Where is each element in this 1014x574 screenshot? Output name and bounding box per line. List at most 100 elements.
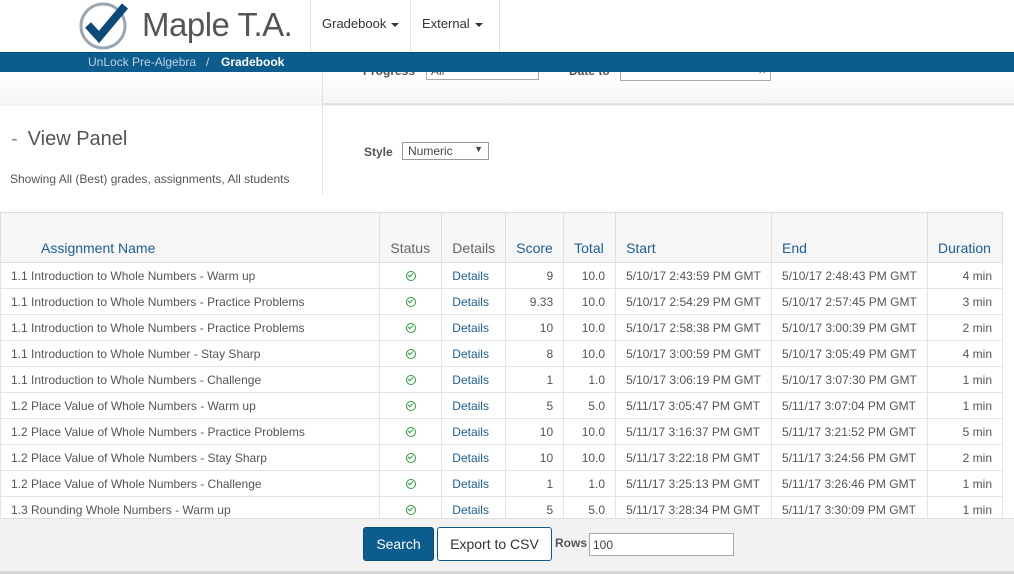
view-panel-title[interactable]: - View Panel (11, 128, 127, 151)
export-csv-button[interactable]: Export to CSV (437, 527, 552, 561)
cell-start: 5/10/17 2:58:38 PM GMT (615, 314, 773, 341)
cell-start: 5/11/17 3:22:18 PM GMT (615, 444, 773, 471)
table-row: 1.1 Introduction to Whole Numbers - Prac… (0, 288, 1003, 315)
cell-duration: 5 min (927, 418, 1003, 445)
collapse-toggle-icon[interactable]: - (11, 128, 18, 150)
col-end[interactable]: End (771, 212, 929, 263)
cell-start: 5/10/17 3:00:59 PM GMT (615, 340, 773, 367)
nav-external[interactable]: External (410, 0, 500, 52)
details-link[interactable]: Details (441, 392, 507, 419)
check-circle-icon (405, 349, 416, 360)
col-score[interactable]: Score (505, 212, 565, 263)
cell-total: 1.0 (563, 470, 617, 497)
cell-end: 5/11/17 3:24:56 PM GMT (771, 444, 929, 471)
col-duration[interactable]: Duration (927, 212, 1003, 263)
check-circle-icon (405, 323, 416, 334)
select-arrow-icon: ▼ (474, 144, 483, 154)
cell-assignment-name: 1.1 Introduction to Whole Number - Stay … (0, 340, 381, 367)
cell-score: 9 (505, 262, 565, 289)
check-circle-icon (405, 505, 416, 516)
check-circle-icon (405, 453, 416, 464)
details-link[interactable]: Details (441, 288, 507, 315)
cell-score: 10 (505, 314, 565, 341)
check-circle-icon (405, 297, 416, 308)
search-button[interactable]: Search (363, 527, 434, 561)
table-row: 1.1 Introduction to Whole Numbers - Warm… (0, 262, 1003, 289)
cell-score: 10 (505, 444, 565, 471)
table-body: 1.1 Introduction to Whole Numbers - Warm… (0, 262, 1003, 523)
cell-end: 5/10/17 2:48:43 PM GMT (771, 262, 929, 289)
cell-assignment-name: 1.1 Introduction to Whole Numbers - Prac… (0, 314, 381, 341)
cell-assignment-name: 1.2 Place Value of Whole Numbers - Warm … (0, 392, 381, 419)
cell-end: 5/10/17 3:05:49 PM GMT (771, 340, 929, 367)
col-total[interactable]: Total (563, 212, 617, 263)
cell-status (379, 418, 443, 445)
cell-end: 5/11/17 3:26:46 PM GMT (771, 470, 929, 497)
cell-duration: 1 min (927, 470, 1003, 497)
check-circle-icon (405, 271, 416, 282)
cell-score: 9.33 (505, 288, 565, 315)
style-select-value: Numeric (408, 144, 453, 158)
cell-start: 5/10/17 3:06:19 PM GMT (615, 366, 773, 393)
table-row: 1.1 Introduction to Whole Numbers - Prac… (0, 314, 1003, 341)
cell-score: 5 (505, 392, 565, 419)
details-link[interactable]: Details (441, 444, 507, 471)
cell-end: 5/10/17 3:00:39 PM GMT (771, 314, 929, 341)
breadcrumb-current: Gradebook (221, 55, 285, 69)
details-link[interactable]: Details (441, 366, 507, 393)
check-circle-icon (405, 479, 416, 490)
panel-divider-horizontal (323, 103, 1014, 105)
rows-input[interactable] (589, 533, 734, 556)
nav-gradebook[interactable]: Gradebook (310, 0, 411, 52)
cell-total: 10.0 (563, 288, 617, 315)
cell-status (379, 366, 443, 393)
details-link[interactable]: Details (441, 262, 507, 289)
table-row: 1.1 Introduction to Whole Number - Stay … (0, 340, 1003, 367)
table-row: 1.2 Place Value of Whole Numbers - Pract… (0, 418, 1003, 445)
action-footer: Search Export to CSV Rows (0, 518, 1014, 574)
cell-end: 5/10/17 3:07:30 PM GMT (771, 366, 929, 393)
cell-start: 5/10/17 2:43:59 PM GMT (615, 262, 773, 289)
cell-status (379, 262, 443, 289)
cell-duration: 3 min (927, 288, 1003, 315)
caret-down-icon (474, 22, 483, 27)
view-summary: Showing All (Best) grades, assignments, … (10, 172, 290, 186)
cell-duration: 4 min (927, 262, 1003, 289)
cell-duration: 1 min (927, 392, 1003, 419)
cell-assignment-name: 1.2 Place Value of Whole Numbers - Pract… (0, 418, 381, 445)
cell-score: 1 (505, 366, 565, 393)
nav-gradebook-label: Gradebook (322, 16, 387, 31)
cell-duration: 1 min (927, 366, 1003, 393)
checkmark-logo-icon (79, 2, 129, 50)
style-select[interactable]: Numeric ▼ (402, 142, 489, 160)
nav-external-label: External (422, 16, 470, 31)
cell-total: 5.0 (563, 392, 617, 419)
cell-duration: 2 min (927, 314, 1003, 341)
cell-total: 1.0 (563, 366, 617, 393)
col-status: Status (379, 212, 443, 263)
cell-duration: 2 min (927, 444, 1003, 471)
cell-duration: 4 min (927, 340, 1003, 367)
cell-score: 8 (505, 340, 565, 367)
cell-status (379, 340, 443, 367)
col-assignment-name[interactable]: Assignment Name (0, 212, 381, 263)
check-circle-icon (405, 427, 416, 438)
cell-assignment-name: 1.1 Introduction to Whole Numbers - Prac… (0, 288, 381, 315)
col-start[interactable]: Start (615, 212, 773, 263)
gradebook-table: Assignment Name Status Details Score Tot… (0, 212, 1003, 523)
cell-start: 5/11/17 3:05:47 PM GMT (615, 392, 773, 419)
details-link[interactable]: Details (441, 314, 507, 341)
details-link[interactable]: Details (441, 340, 507, 367)
details-link[interactable]: Details (441, 470, 507, 497)
maple-ta-logo[interactable]: Maple T.A. (76, 0, 296, 52)
cell-assignment-name: 1.1 Introduction to Whole Numbers - Warm… (0, 262, 381, 289)
view-panel-title-text: View Panel (27, 128, 128, 150)
cell-total: 10.0 (563, 340, 617, 367)
cell-start: 5/10/17 2:54:29 PM GMT (615, 288, 773, 315)
cell-status (379, 444, 443, 471)
col-details: Details (441, 212, 507, 263)
cell-end: 5/10/17 2:57:45 PM GMT (771, 288, 929, 315)
breadcrumb-course-link[interactable]: UnLock Pre-Algebra (88, 55, 197, 69)
table-row: 1.2 Place Value of Whole Numbers - Warm … (0, 392, 1003, 419)
details-link[interactable]: Details (441, 418, 507, 445)
